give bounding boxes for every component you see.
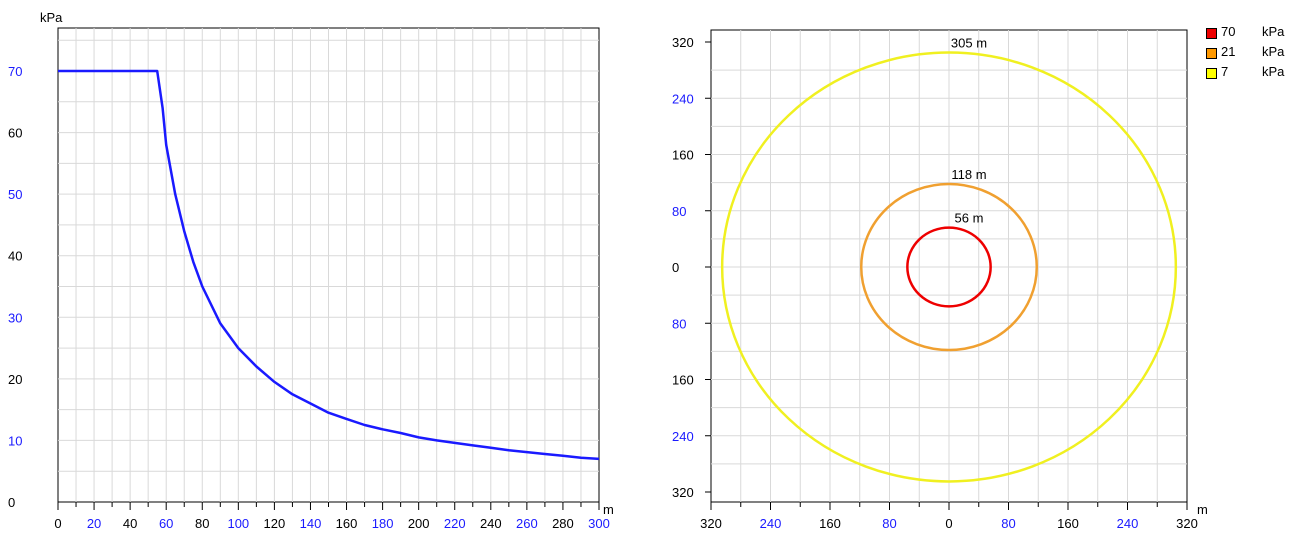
y-tick-label: 50 [8, 187, 22, 202]
x-tick-label: 120 [264, 516, 286, 531]
legend-item-7: 7 kPa [1206, 64, 1301, 84]
y-tick-label: 80 [672, 316, 686, 331]
x-tick-label: 320 [700, 516, 722, 531]
radius-circle [720, 51, 1178, 483]
x-tick-label: 140 [300, 516, 322, 531]
x-tick-label: 100 [227, 516, 249, 531]
x-tick-label: 40 [123, 516, 137, 531]
pressure-curve [58, 69, 600, 461]
radius-label: 118 m [951, 167, 986, 182]
y-tick-label: 160 [672, 373, 694, 388]
x-tick-label: 240 [760, 516, 782, 531]
x-tick-label: 20 [87, 516, 101, 531]
y-tick-label: 320 [672, 485, 694, 500]
legend-item-70: 70 kPa [1206, 24, 1301, 44]
x-tick-label: 0 [54, 516, 61, 531]
y-tick-label: 60 [8, 126, 22, 141]
legend-swatch-7 [1206, 68, 1217, 79]
x-tick-label: 60 [159, 516, 173, 531]
legend-unit: kPa [1262, 64, 1285, 79]
legend-swatch-70 [1206, 28, 1217, 39]
y-tick-label: 240 [672, 429, 694, 444]
x-tick-label: 80 [1001, 516, 1015, 531]
y-tick-label: 320 [672, 35, 694, 50]
radius-circle [906, 226, 992, 308]
x-tick-label: 280 [552, 516, 574, 531]
y-tick-label: 20 [8, 372, 22, 387]
x-tick-label: 0 [945, 516, 952, 531]
y-tick-label: 40 [8, 249, 22, 264]
legend-value: 21 [1221, 44, 1236, 59]
x-tick-label: 80 [195, 516, 209, 531]
x-tick-label: 260 [516, 516, 538, 531]
legend-unit: kPa [1262, 44, 1285, 59]
x-tick-label: 200 [408, 516, 430, 531]
y-tick-label: 0 [8, 495, 15, 510]
legend-item-21: 21 kPa [1206, 44, 1301, 64]
y-tick-label: 0 [672, 260, 679, 275]
y-tick-label: 70 [8, 64, 22, 79]
x-tick-label: 300 [588, 516, 610, 531]
legend-unit: kPa [1262, 24, 1285, 39]
radius-circle [859, 182, 1039, 352]
x-tick-label: 180 [372, 516, 394, 531]
x-axis-label: m [603, 502, 614, 517]
x-tick-label: 240 [480, 516, 502, 531]
legend-value: 7 [1221, 64, 1229, 79]
legend: 70 kPa 21 kPa 7 kPa [1206, 24, 1301, 84]
x-tick-label: 220 [444, 516, 466, 531]
y-axis-label: kPa [40, 10, 63, 25]
x-tick-label: 160 [819, 516, 841, 531]
y-tick-label: 80 [672, 204, 686, 219]
x-axis-label: m [1197, 502, 1208, 517]
legend-value: 70 [1221, 24, 1236, 39]
legend-swatch-21 [1206, 48, 1217, 59]
y-tick-label: 30 [8, 310, 22, 325]
x-tick-label: 80 [882, 516, 896, 531]
radius-label: 56 m [955, 211, 984, 226]
x-tick-label: 240 [1117, 516, 1139, 531]
y-tick-label: 240 [672, 91, 694, 106]
radius-label: 305 m [951, 36, 987, 51]
y-tick-label: 10 [8, 433, 22, 448]
y-tick-label: 160 [672, 148, 694, 163]
x-tick-label: 320 [1176, 516, 1198, 531]
x-tick-label: 160 [1057, 516, 1079, 531]
x-tick-label: 160 [336, 516, 358, 531]
